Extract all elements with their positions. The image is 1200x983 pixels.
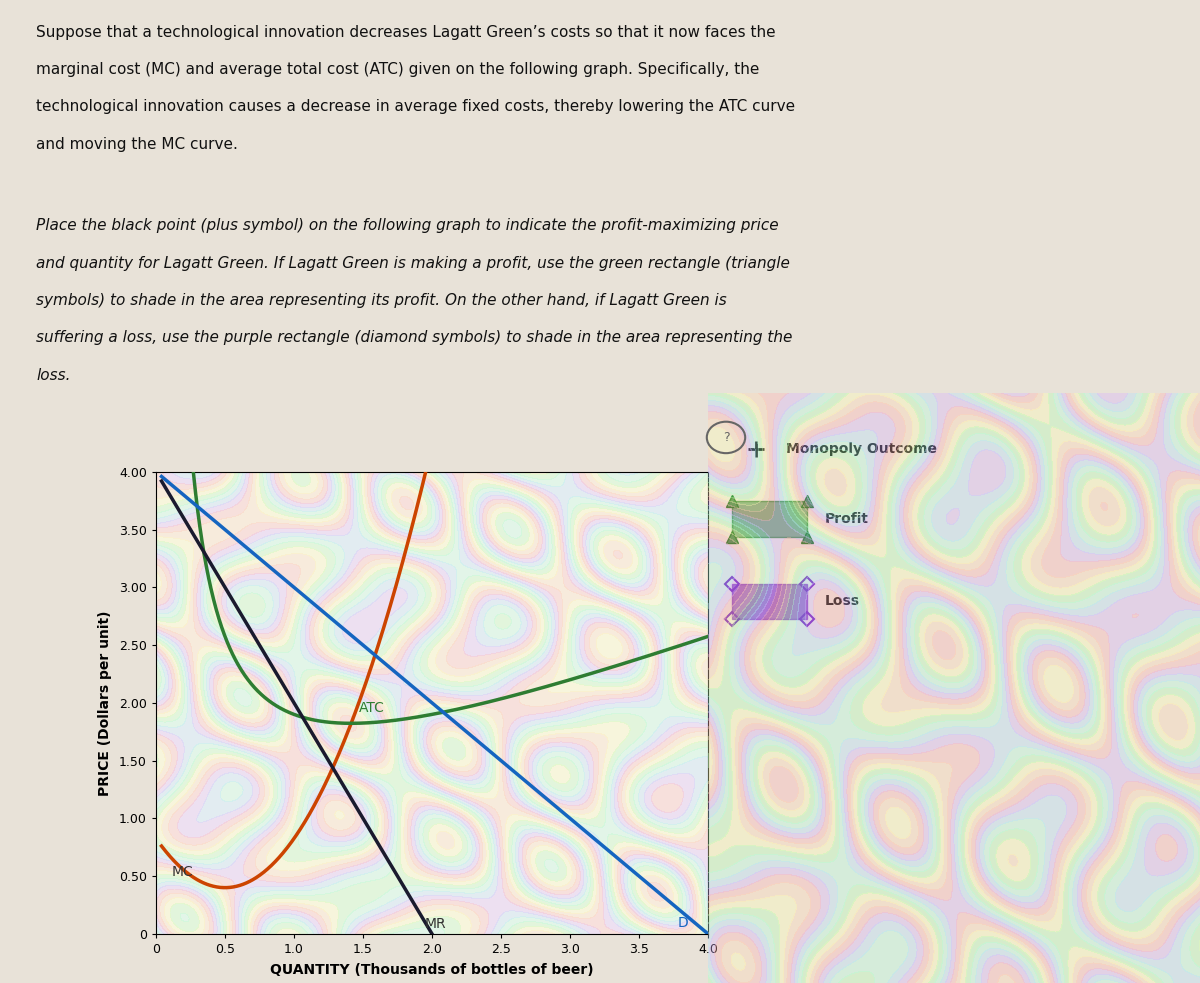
Text: ATC: ATC <box>359 701 385 715</box>
Text: D: D <box>678 916 689 930</box>
Text: and moving the MC curve.: and moving the MC curve. <box>36 137 238 151</box>
Text: marginal cost (MC) and average total cost (ATC) given on the following graph. Sp: marginal cost (MC) and average total cos… <box>36 62 760 77</box>
Text: Monopoly Outcome: Monopoly Outcome <box>786 441 937 456</box>
Text: MC: MC <box>172 865 193 879</box>
Bar <box>732 584 808 619</box>
Y-axis label: PRICE (Dollars per unit): PRICE (Dollars per unit) <box>98 610 112 795</box>
Text: suffering a loss, use the purple rectangle (diamond symbols) to shade in the are: suffering a loss, use the purple rectang… <box>36 330 792 345</box>
Text: ?: ? <box>722 431 730 444</box>
Text: technological innovation causes a decrease in average fixed costs, thereby lower: technological innovation causes a decrea… <box>36 99 796 114</box>
Text: Profit: Profit <box>826 512 869 526</box>
Text: symbols) to shade in the area representing its profit. On the other hand, if Lag: symbols) to shade in the area representi… <box>36 293 727 308</box>
Bar <box>732 501 808 537</box>
Text: Loss: Loss <box>826 595 860 608</box>
Text: and quantity for Lagatt Green. If Lagatt Green is making a profit, use the green: and quantity for Lagatt Green. If Lagatt… <box>36 256 790 270</box>
Text: Place the black point (plus symbol) on the following graph to indicate the profi: Place the black point (plus symbol) on t… <box>36 218 779 233</box>
X-axis label: QUANTITY (Thousands of bottles of beer): QUANTITY (Thousands of bottles of beer) <box>270 962 594 977</box>
Text: Suppose that a technological innovation decreases Lagatt Green’s costs so that i: Suppose that a technological innovation … <box>36 25 775 39</box>
Text: MR: MR <box>425 917 446 931</box>
Text: loss.: loss. <box>36 368 71 382</box>
